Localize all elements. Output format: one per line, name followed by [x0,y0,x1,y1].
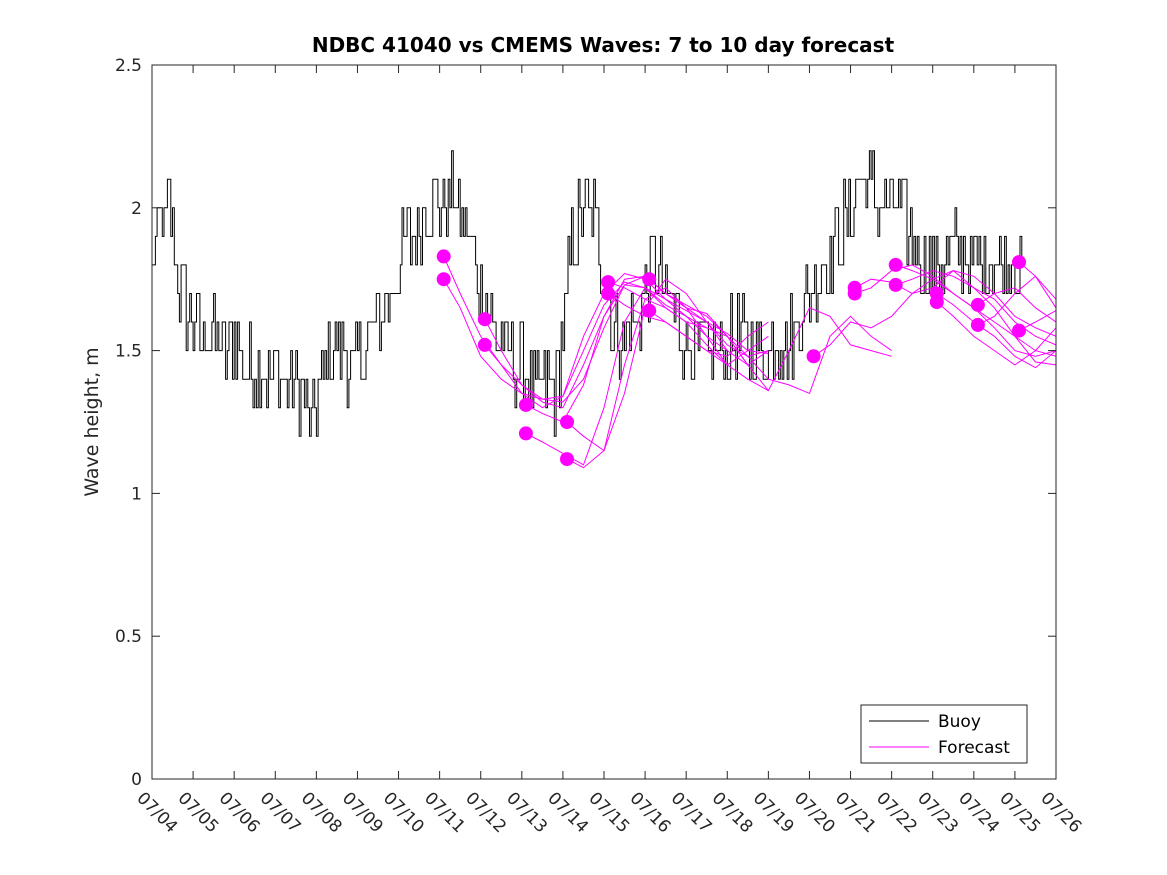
forecast-start-marker [601,286,616,301]
forecast-start-marker [518,397,533,412]
x-tick-label: 07/15 [584,788,633,837]
x-tick-label: 07/08 [297,788,346,837]
x-tick-label: 07/24 [954,788,1003,837]
y-tick-label: 0.5 [115,627,142,647]
forecast-run-line-14 [854,270,1056,337]
forecast-start-marker [847,286,862,301]
forecast-start-marker [970,297,985,312]
forecast-start-marker [642,303,657,318]
forecast-start-marker [436,272,451,287]
plot-area-frame [151,64,1057,780]
y-tick-label: 1 [131,484,142,504]
x-tick-label: 07/17 [667,788,716,837]
x-tick-label: 07/11 [420,788,469,837]
x-tick-label: 07/16 [626,788,675,837]
x-tick-label: 07/10 [379,788,428,837]
x-tick-label: 07/18 [708,788,757,837]
forecast-run-line-15 [854,264,1056,357]
forecast-run-line-20 [977,287,1056,323]
x-tick-label: 07/21 [831,788,880,837]
x-tick-label: 07/22 [872,788,921,837]
legend-buoy-label: Buoy [938,712,981,732]
buoy-series-line [152,150,1023,437]
forecast-run-line-11 [648,278,769,357]
x-tick-label: 07/04 [132,788,181,837]
forecast-start-marker [642,272,657,287]
forecast-start-marker [806,349,821,364]
forecast-run-line-2 [443,278,892,400]
forecast-run-line-9 [607,281,769,392]
forecast-run-line-19 [936,301,1056,366]
x-tick-label: 07/19 [749,788,798,837]
y-tick-label: 0 [131,770,142,790]
y-tick-label: 1.5 [115,342,142,362]
x-tick-label: 07/26 [1036,788,1085,837]
forecast-start-marker [477,337,492,352]
x-tick-label: 07/05 [174,788,223,837]
x-tick-label: 07/09 [338,788,387,837]
forecast-run-line-18 [936,293,1056,369]
legend: Buoy Forecast [860,704,1028,764]
forecast-start-marker [970,317,985,332]
x-tick-label: 07/20 [790,788,839,837]
forecast-run-line-4 [484,272,769,409]
forecast-start-marker [436,249,451,264]
forecast-start-marker [888,257,903,272]
forecast-start-marker [560,415,574,429]
forecast-run-line-17 [895,270,1056,366]
x-tick-label: 07/12 [461,788,510,837]
forecast-run-line-5 [525,284,728,423]
legend-box [860,704,1028,764]
forecast-run-line-12 [648,310,769,366]
x-tick-label: 07/07 [256,788,305,837]
forecast-run-line-22 [1018,261,1056,309]
forecast-start-marker [1012,323,1026,338]
x-tick-label: 07/23 [913,788,962,837]
x-tick-label: 07/13 [502,788,551,837]
x-tick-label: 07/06 [215,788,264,837]
y-tick-label: 2 [131,199,142,219]
x-tick-label: 07/25 [995,788,1044,837]
legend-forecast-label: Forecast [938,738,1010,758]
forecast-start-marker [560,452,574,467]
forecast-start-marker [888,277,903,292]
forecast-run-line-6 [525,287,728,466]
forecast-start-marker [518,426,533,441]
y-axis-label: Wave height, m [81,347,103,496]
forecast-run-line-7 [566,278,749,452]
forecast-run-line-21 [977,275,1056,326]
forecast-start-marker [601,275,616,290]
forecast-start-marker [477,312,492,327]
x-tick-label: 07/14 [543,788,592,837]
y-tick-label: 2.5 [115,56,142,76]
forecast-start-marker [1012,255,1026,270]
chart-title: NDBC 41040 vs CMEMS Waves: 7 to 10 day f… [312,33,895,57]
forecast-start-marker [929,295,944,309]
